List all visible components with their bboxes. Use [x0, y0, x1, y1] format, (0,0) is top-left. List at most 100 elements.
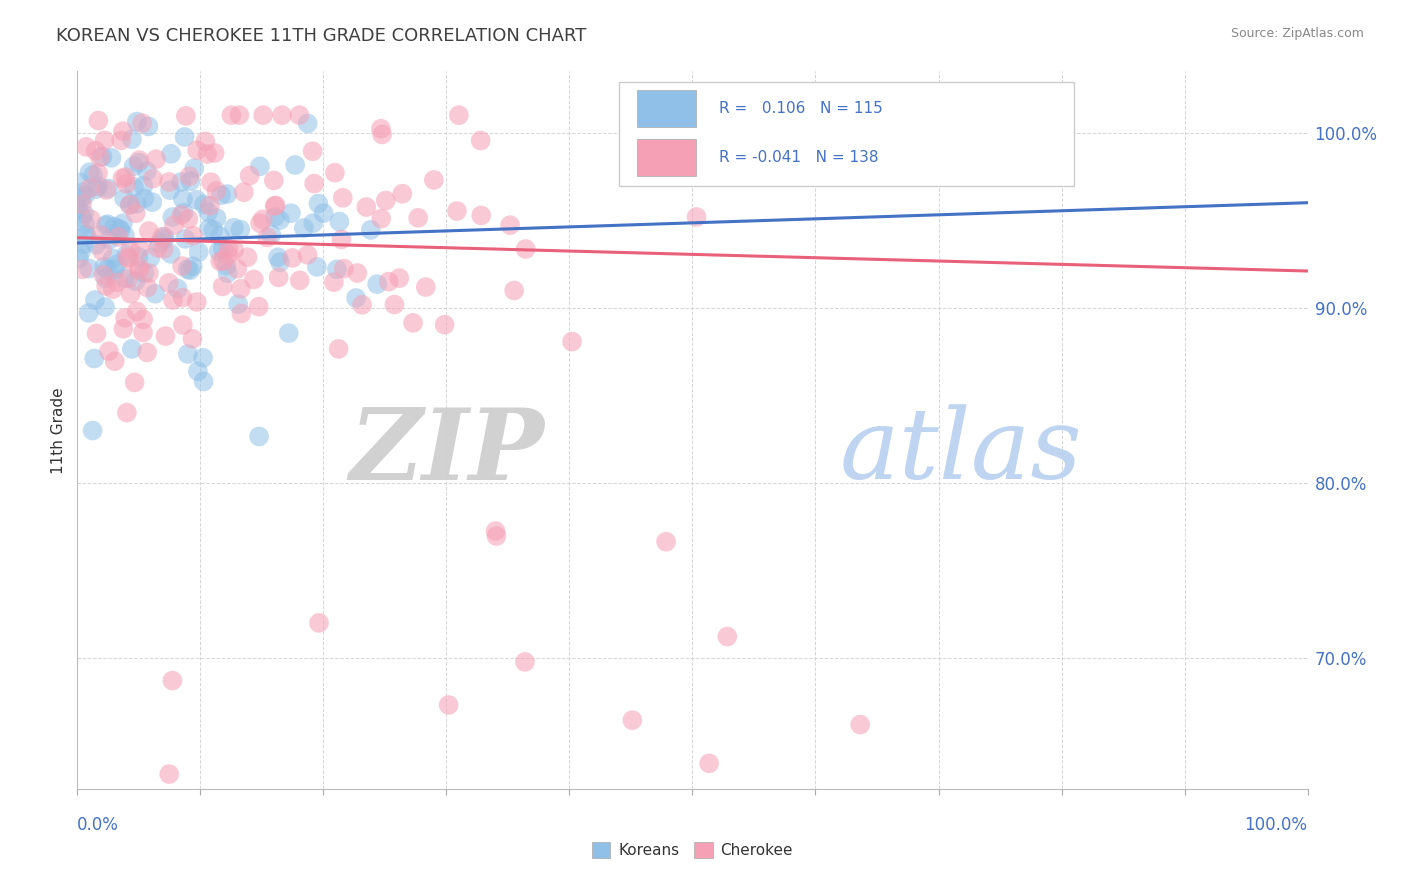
Point [205, 211, 228, 225]
Point [215, 259, 238, 273]
Point [148, 236, 170, 251]
Point [120, 286, 142, 301]
Point [217, 247, 239, 261]
Point [685, 210, 707, 224]
Point [415, 280, 437, 294]
Point [101, 282, 124, 296]
Point [105, 257, 128, 271]
Point [75, 217, 97, 231]
Point [194, 134, 217, 148]
Point [332, 191, 354, 205]
Point [72, 186, 94, 200]
Point [125, 196, 148, 211]
Point [391, 186, 413, 201]
Point [193, 375, 215, 389]
Point [239, 169, 262, 183]
Point [292, 221, 315, 235]
Point [229, 282, 252, 296]
Point [160, 146, 183, 161]
Point [82, 168, 104, 182]
Point [174, 232, 197, 246]
Point [330, 232, 353, 246]
Point [187, 364, 209, 378]
Point [716, 630, 738, 644]
Point [94, 279, 117, 293]
Point [172, 291, 194, 305]
Point [100, 151, 122, 165]
Point [101, 252, 124, 266]
Point [104, 354, 127, 368]
Point [263, 199, 285, 213]
Point [205, 184, 228, 198]
Point [470, 209, 492, 223]
Point [232, 185, 254, 199]
Point [186, 295, 208, 310]
Point [191, 351, 214, 365]
Point [231, 306, 253, 320]
Point [515, 242, 537, 256]
Point [128, 260, 150, 274]
Point [326, 262, 349, 277]
Point [297, 248, 319, 262]
Point [152, 242, 174, 256]
Point [176, 262, 198, 277]
Point [70, 211, 93, 225]
Point [166, 281, 188, 295]
Point [308, 615, 330, 630]
Point [136, 280, 159, 294]
Point [281, 251, 304, 265]
Point [284, 158, 307, 172]
Point [621, 713, 644, 727]
Point [87, 179, 110, 194]
Point [128, 263, 150, 277]
Point [157, 175, 180, 189]
Point [138, 266, 160, 280]
Point [297, 116, 319, 130]
Point [112, 322, 135, 336]
Point [103, 219, 125, 234]
Point [93, 260, 115, 274]
Point [198, 221, 221, 235]
Point [128, 155, 150, 169]
Point [269, 213, 291, 227]
Point [195, 147, 218, 161]
Point [139, 251, 162, 265]
Point [226, 297, 249, 311]
Point [202, 223, 225, 237]
Point [127, 250, 149, 264]
Point [406, 211, 429, 225]
Point [125, 114, 148, 128]
Text: atlas: atlas [841, 404, 1083, 500]
Point [301, 145, 323, 159]
Point [221, 108, 243, 122]
Point [93, 268, 115, 282]
Point [105, 276, 128, 290]
Text: 0.0%: 0.0% [77, 816, 120, 834]
Point [447, 108, 470, 122]
Point [80, 212, 103, 227]
Point [211, 242, 233, 256]
Point [356, 200, 378, 214]
Point [170, 175, 193, 189]
Point [247, 429, 270, 443]
Point [193, 197, 215, 211]
Point [131, 116, 153, 130]
Point [87, 113, 110, 128]
Point [437, 698, 460, 712]
Point [66, 202, 89, 217]
Point [264, 198, 287, 212]
Point [141, 195, 163, 210]
Point [150, 229, 173, 244]
Point [82, 424, 104, 438]
Point [229, 222, 252, 236]
Point [499, 218, 522, 232]
Point [145, 152, 167, 166]
Point [269, 255, 291, 269]
Point [132, 326, 155, 340]
Point [388, 271, 411, 285]
Point [135, 164, 157, 178]
Point [267, 270, 290, 285]
Point [162, 210, 184, 224]
Point [157, 767, 180, 781]
Point [132, 179, 155, 194]
